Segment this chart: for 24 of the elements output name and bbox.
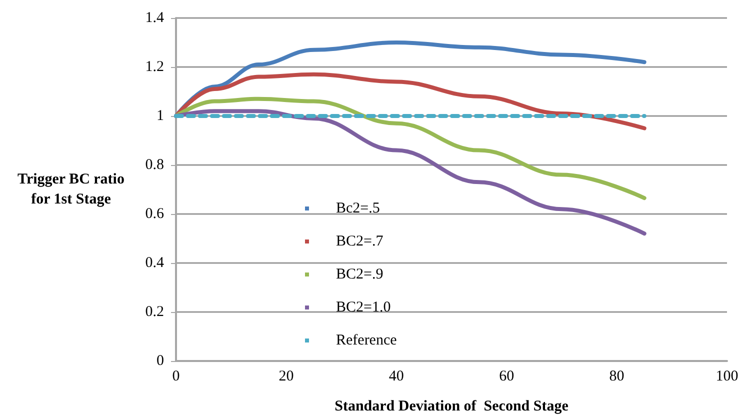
legend-label: BC2=.7 [336, 234, 384, 250]
y-tick-label: 0 [156, 353, 164, 369]
legend-label: Bc2=.5 [336, 200, 380, 216]
line-series [174, 72, 646, 130]
y-tick-label: 0.2 [145, 304, 164, 320]
x-tick-label: 0 [172, 368, 180, 384]
y-tick-label: 0.8 [145, 157, 164, 173]
x-tick-label: 40 [388, 368, 404, 384]
y-tick-label: 1.2 [145, 59, 164, 75]
x-tick-label: 20 [278, 368, 294, 384]
legend-label: BC2=.9 [336, 266, 384, 282]
y-tick-label: 0.4 [145, 255, 164, 271]
y-tick-label: 1 [156, 108, 164, 124]
line-series [174, 109, 646, 236]
line-series [174, 96, 646, 200]
x-tick-label: 60 [499, 368, 514, 384]
y-axis-title: Trigger BC ratio for 1st Stage [18, 172, 124, 208]
y-tick-label: 1.4 [145, 10, 164, 26]
x-axis-title: Standard Deviation of Second Stage [334, 398, 569, 414]
legend-label: BC2=1.0 [336, 300, 391, 316]
x-tick-label: 100 [716, 368, 738, 384]
legend-label: Reference [336, 332, 398, 348]
y-tick-label: 0.6 [145, 206, 164, 222]
x-tick-label: 80 [609, 368, 624, 384]
